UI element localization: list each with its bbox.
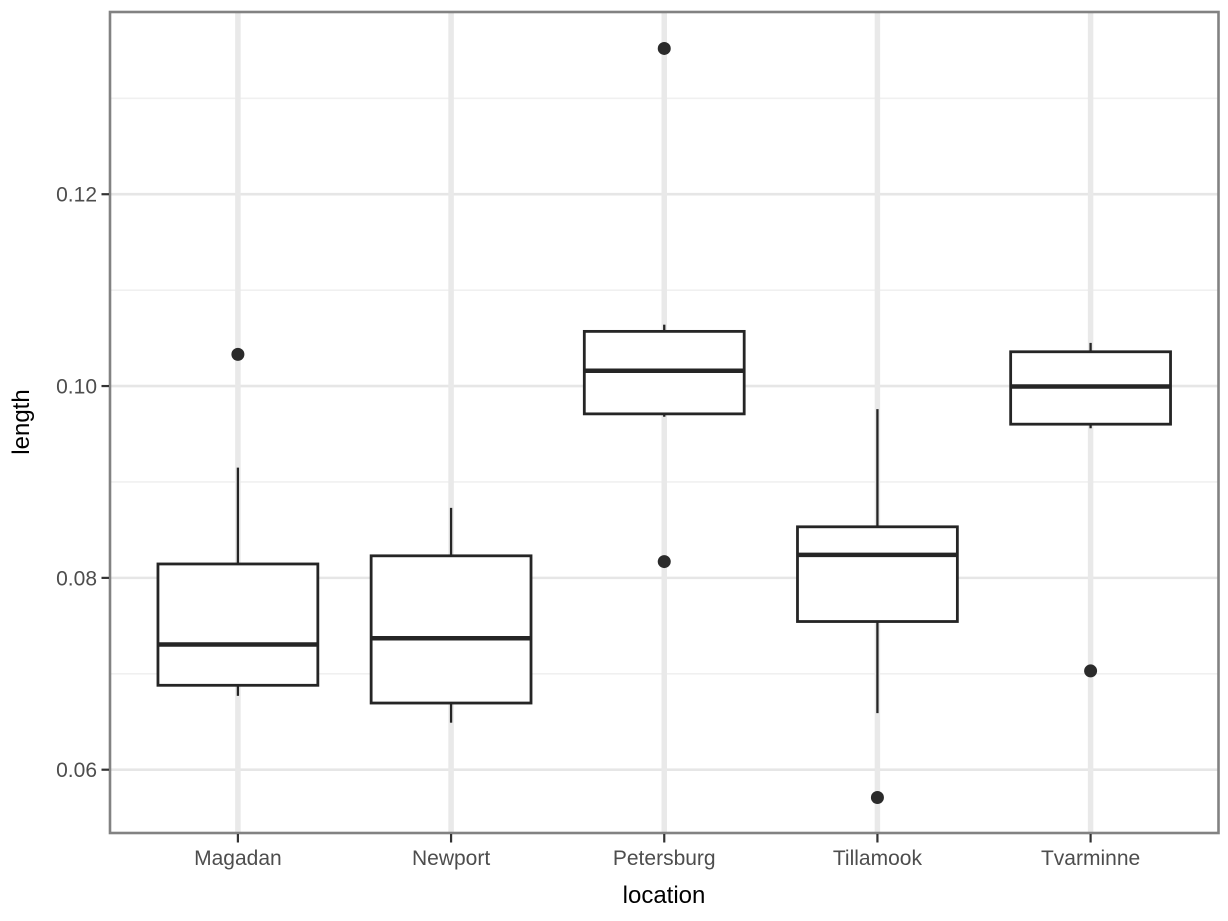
outlier-point-petersburg — [657, 555, 671, 569]
x-category-label-tvarminne: Tvarminne — [1041, 847, 1140, 870]
outlier-point-petersburg — [657, 41, 671, 55]
y-tick-label: 0.12 — [56, 184, 97, 207]
x-category-label-tillamook: Tillamook — [833, 847, 923, 870]
box-newport — [369, 554, 533, 705]
x-category-label-magadan: Magadan — [194, 847, 282, 870]
y-tick-label: 0.08 — [56, 567, 97, 590]
y-tick-label: 0.06 — [56, 759, 97, 782]
y-axis-title: length — [8, 389, 35, 455]
panel-border — [108, 10, 1220, 835]
box-tillamook — [796, 525, 959, 623]
y-tick-label: 0.10 — [56, 376, 97, 399]
x-category-label-petersburg: Petersburg — [613, 847, 716, 870]
outlier-point-magadan — [231, 347, 245, 361]
x-axis-title: location — [622, 882, 706, 909]
outlier-point-tillamook — [870, 791, 884, 805]
box-magadan — [156, 562, 320, 687]
x-category-label-newport: Newport — [412, 847, 490, 870]
outlier-point-tvarminne — [1084, 664, 1098, 678]
